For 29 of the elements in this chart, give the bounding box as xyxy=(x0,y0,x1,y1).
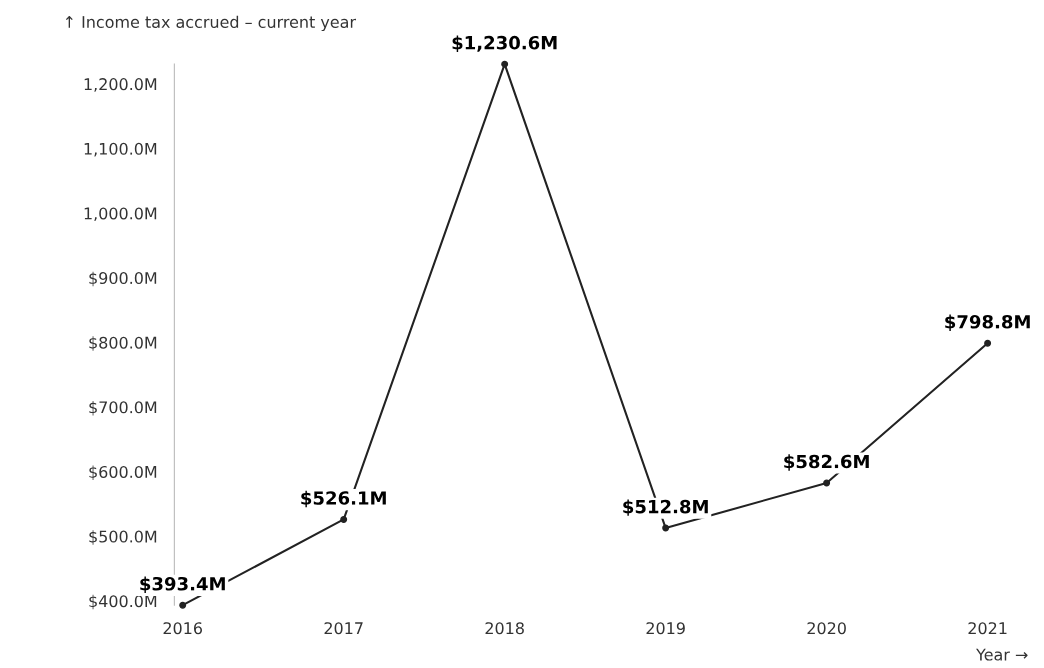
y-tick-label: $400.0M xyxy=(89,594,157,610)
y-axis-title: ↑ Income tax accrued – current year xyxy=(65,15,356,32)
point xyxy=(662,524,670,532)
y-tick-label: 1,000.0M xyxy=(84,207,157,222)
x-tick-label: 2017 xyxy=(324,622,363,635)
y-tick-label: $900.0M xyxy=(89,271,157,287)
point xyxy=(984,339,992,347)
data-label: $582.6M xyxy=(784,454,869,471)
x-tick-label: 2018 xyxy=(485,622,524,635)
y-tick-label: 1,100.0M xyxy=(84,142,157,157)
x-tick-label: 2021 xyxy=(968,622,1007,635)
x-tick-label: 2016 xyxy=(163,622,203,635)
y-tick-label: $700.0M xyxy=(89,400,157,416)
y-tick-label: 1,200.0M xyxy=(84,78,157,92)
x-axis-title: Year → xyxy=(976,648,1028,661)
data-label: $526.1M xyxy=(301,490,386,508)
y-tick-label: $500.0M xyxy=(89,530,157,545)
data-label: $798.8M xyxy=(945,314,1030,331)
point xyxy=(340,515,348,523)
x-tick-label: 2020 xyxy=(807,622,846,635)
x-tick-label: 2019 xyxy=(646,622,685,635)
point xyxy=(179,601,187,609)
data-label: $393.4M xyxy=(140,576,225,593)
y-tick-label: $600.0M xyxy=(89,465,157,481)
point xyxy=(501,60,509,68)
y-tick-label: $800.0M xyxy=(89,336,157,351)
data-label: $1,230.6M xyxy=(452,35,557,52)
point xyxy=(823,479,831,487)
data-label: $512.8M xyxy=(623,499,708,516)
